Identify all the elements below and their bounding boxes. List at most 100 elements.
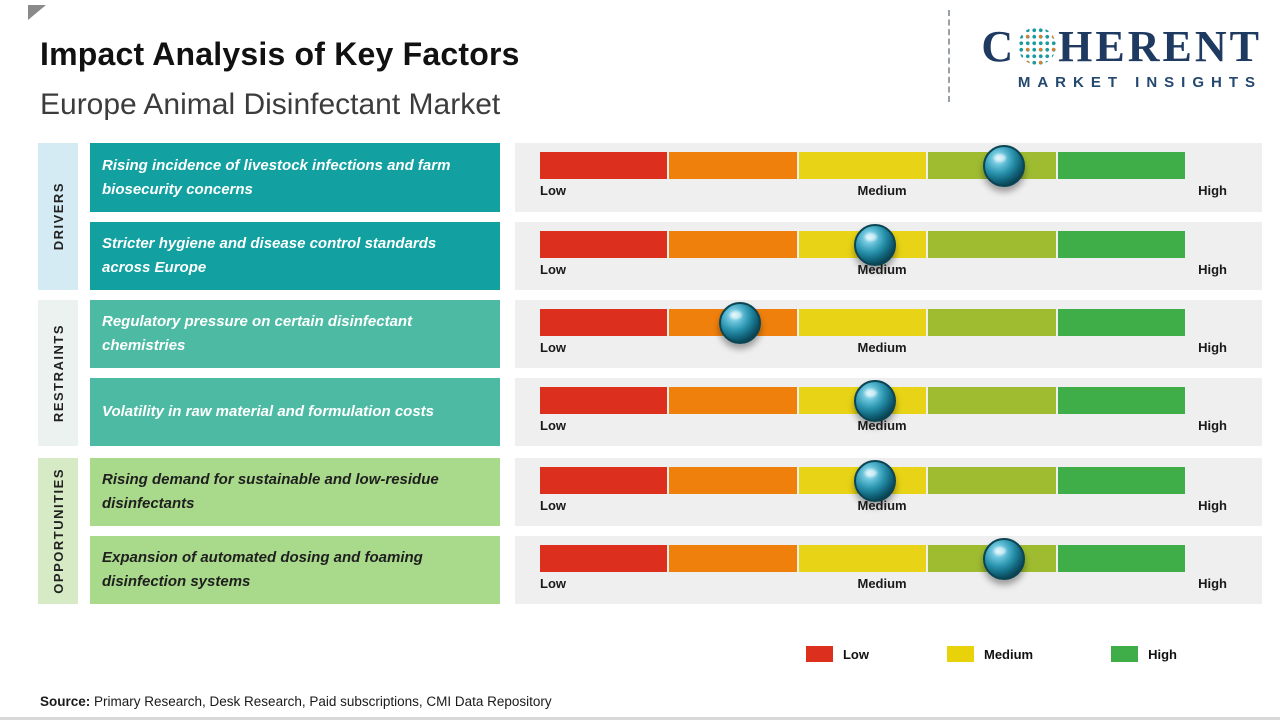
sidebar-group-label: RESTRAINTS [50, 323, 66, 423]
scale-label-high: High [1198, 498, 1227, 513]
brand-tagline: MARKET INSIGHTS [1017, 74, 1262, 91]
factor-text: Regulatory pressure on certain disinfect… [102, 313, 413, 354]
impact-panel: Low Medium High [515, 222, 1262, 290]
scale-labels: Low Medium High [540, 498, 1227, 513]
factor-box: Expansion of automated dosing and foamin… [90, 536, 500, 604]
bar-segment [540, 309, 668, 336]
impact-panel: Low Medium High [515, 143, 1262, 212]
impact-bar [540, 223, 1186, 266]
bar-segment [540, 467, 668, 494]
sidebar-group-label: OPPORTUNITIES [50, 468, 66, 594]
page-subtitle: Europe Animal Disinfectant Market [40, 88, 501, 121]
impact-bar [540, 379, 1186, 422]
scale-label-medium: Medium [857, 183, 907, 198]
scale-label-low: Low [540, 262, 566, 277]
page-title: Impact Analysis of Key Factors [40, 36, 520, 72]
bar-segment [540, 231, 668, 258]
source-line: Source: Primary Research, Desk Research,… [40, 694, 552, 709]
impact-marker [854, 379, 897, 422]
bar-segment [1057, 387, 1186, 414]
legend-label: Medium [983, 646, 1034, 662]
impact-marker [983, 144, 1026, 187]
scale-label-low: Low [540, 418, 566, 433]
brand-name: C HERENT [962, 24, 1262, 70]
bar-segment [1057, 152, 1186, 179]
factor-text: Volatility in raw material and formulati… [102, 403, 435, 420]
sidebar-group-restraints: RESTRAINTS [38, 300, 78, 446]
factor-row: Regulatory pressure on certain disinfect… [90, 300, 1262, 368]
impact-panel: Low Medium High [515, 378, 1262, 446]
legend-item-low: Low [805, 646, 869, 662]
scale-labels: Low Medium High [540, 183, 1227, 198]
bar-segment [669, 231, 797, 258]
bar-segment [540, 545, 668, 572]
impact-panel: Low Medium High [515, 300, 1262, 368]
scale-label-low: Low [540, 340, 566, 355]
legend-label: Low [842, 646, 869, 662]
factor-row: Volatility in raw material and formulati… [90, 378, 1262, 446]
scale-label-low: Low [540, 183, 566, 198]
bar-segment [1057, 231, 1186, 258]
legend-swatch-medium [946, 646, 974, 662]
scale-label-low: Low [540, 576, 566, 591]
bar-segment [540, 152, 668, 179]
scale-labels: Low Medium High [540, 576, 1227, 591]
scale-labels: Low Medium High [540, 418, 1227, 433]
bar-segment [798, 309, 927, 336]
bar-segment [1057, 545, 1186, 572]
factor-text: Rising demand for sustainable and low-re… [102, 471, 439, 512]
globe-icon [1018, 27, 1057, 65]
scale-label-high: High [1198, 262, 1227, 277]
bar-segment [540, 387, 668, 414]
sidebar-group-opportunities: OPPORTUNITIES [38, 458, 78, 604]
scale-label-high: High [1198, 576, 1227, 591]
factor-row: Expansion of automated dosing and foamin… [90, 536, 1262, 604]
factor-box: Volatility in raw material and formulati… [90, 378, 500, 446]
factor-row: Stricter hygiene and disease control sta… [90, 222, 1262, 290]
bar-segment [928, 467, 1056, 494]
factor-text: Expansion of automated dosing and foamin… [102, 549, 423, 590]
source-text: Primary Research, Desk Research, Paid su… [90, 694, 552, 709]
scale-label-medium: Medium [857, 498, 907, 513]
bar-segment [669, 467, 797, 494]
scale-label-high: High [1198, 183, 1227, 198]
sidebar-group-drivers: DRIVERS [38, 143, 78, 290]
bar-segment [669, 152, 797, 179]
legend: Low Medium High [805, 646, 1177, 662]
sidebar-group-label: DRIVERS [50, 182, 66, 251]
scale-labels: Low Medium High [540, 340, 1227, 355]
scale-label-medium: Medium [857, 576, 907, 591]
bar-segment [1057, 309, 1186, 336]
scale-label-medium: Medium [857, 418, 907, 433]
legend-swatch-high [1111, 646, 1139, 662]
factor-row: Rising incidence of livestock infections… [90, 143, 1262, 212]
source-label: Source: [40, 694, 91, 709]
factor-box: Rising demand for sustainable and low-re… [90, 458, 500, 526]
scale-label-low: Low [540, 498, 566, 513]
bar-segment [928, 387, 1056, 414]
impact-marker [718, 301, 761, 344]
factor-box: Rising incidence of livestock infections… [90, 143, 500, 212]
impact-bar [540, 459, 1186, 502]
logo-text-c: C [981, 22, 1017, 71]
scale-label-medium: Medium [857, 262, 907, 277]
impact-panel: Low Medium High [515, 536, 1262, 604]
impact-bar [540, 537, 1186, 580]
bar-segment [798, 152, 927, 179]
factor-box: Stricter hygiene and disease control sta… [90, 222, 500, 290]
scale-labels: Low Medium High [540, 262, 1227, 277]
logo-divider [948, 10, 950, 102]
impact-bar [540, 144, 1186, 187]
legend-item-medium: Medium [946, 646, 1034, 662]
bar-segment [1057, 467, 1186, 494]
factor-row: Rising demand for sustainable and low-re… [90, 458, 1262, 526]
brand-logo: C HERENT MARKET INSIGHTS [962, 24, 1262, 92]
legend-item-high: High [1111, 646, 1177, 662]
scale-label-high: High [1198, 418, 1227, 433]
bar-segment [669, 387, 797, 414]
impact-marker [983, 537, 1026, 580]
corner-decoration [28, 5, 46, 20]
scale-label-high: High [1198, 340, 1227, 355]
bar-segment [928, 309, 1056, 336]
